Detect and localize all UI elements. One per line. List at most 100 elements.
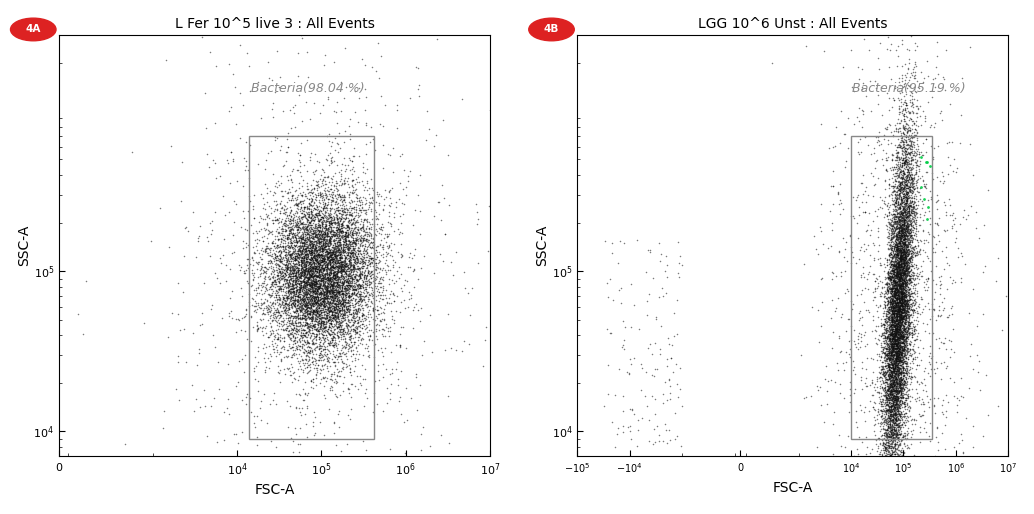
Point <box>887 341 904 349</box>
Point <box>889 420 906 428</box>
Point <box>286 311 303 320</box>
Point <box>310 272 327 280</box>
Point <box>286 314 303 322</box>
Point <box>318 260 335 268</box>
Point <box>272 242 288 250</box>
Point <box>278 299 295 307</box>
Point <box>351 304 367 312</box>
Point <box>906 415 922 424</box>
Point <box>344 211 361 219</box>
Point <box>882 366 899 374</box>
Point <box>892 217 909 226</box>
Point <box>896 211 913 219</box>
Point <box>383 307 399 315</box>
Point <box>293 271 309 279</box>
Point <box>291 266 307 274</box>
Point <box>331 287 347 295</box>
Point <box>418 136 434 144</box>
Point <box>878 306 894 315</box>
Point <box>887 357 904 365</box>
Point <box>282 254 299 262</box>
Point <box>883 325 900 333</box>
Point <box>291 252 307 261</box>
Point <box>295 310 311 319</box>
Point <box>275 301 292 309</box>
Point <box>330 193 346 201</box>
Point <box>890 287 907 295</box>
Point <box>305 305 322 314</box>
Point <box>362 252 378 260</box>
Point <box>908 168 924 176</box>
Point <box>352 323 368 331</box>
Point <box>345 255 362 264</box>
Point <box>899 188 915 196</box>
Point <box>322 319 338 327</box>
Point <box>292 288 308 296</box>
Point <box>288 338 305 346</box>
Point <box>889 247 906 255</box>
Point <box>895 115 912 123</box>
Point <box>905 107 921 116</box>
Point <box>368 324 385 333</box>
Point <box>880 459 896 467</box>
Point <box>301 205 317 213</box>
Point <box>893 330 910 338</box>
Point <box>881 347 898 356</box>
Point <box>886 411 903 419</box>
Point <box>320 306 336 315</box>
Point <box>294 277 310 285</box>
Point <box>903 276 919 284</box>
Point <box>885 372 902 380</box>
Point <box>408 406 425 414</box>
Point <box>281 317 298 325</box>
Point <box>374 352 391 360</box>
Point <box>892 244 909 252</box>
Point <box>348 178 365 186</box>
Point <box>293 272 309 280</box>
Point <box>303 201 320 210</box>
Point <box>890 240 907 248</box>
Point <box>883 322 900 330</box>
Point <box>241 298 257 306</box>
Point <box>896 199 913 207</box>
Point <box>276 320 293 328</box>
Point <box>903 145 919 153</box>
Point <box>329 218 345 226</box>
Point <box>302 284 318 292</box>
Point <box>885 380 902 389</box>
Point <box>885 270 902 279</box>
Point <box>303 251 320 259</box>
Point <box>324 287 340 296</box>
Point <box>898 271 914 279</box>
Point <box>906 207 922 215</box>
Point <box>324 158 340 166</box>
Point <box>253 283 270 291</box>
Point <box>881 309 898 317</box>
Point <box>890 290 907 299</box>
Point <box>885 301 902 309</box>
Point <box>297 332 313 340</box>
Point <box>607 391 624 399</box>
Point <box>893 305 910 313</box>
Point <box>392 342 408 350</box>
Point <box>892 300 909 308</box>
Point <box>272 302 288 310</box>
Point <box>888 254 905 262</box>
Point <box>308 195 325 204</box>
Point <box>892 303 909 311</box>
Point <box>888 265 905 273</box>
Point <box>910 241 926 249</box>
Point <box>265 309 281 318</box>
Point <box>332 299 348 307</box>
Point <box>880 424 896 432</box>
Point <box>889 52 906 60</box>
Point <box>889 164 906 172</box>
Point <box>893 460 910 468</box>
Point <box>322 314 338 322</box>
Point <box>322 268 338 276</box>
Point <box>600 361 616 369</box>
Point <box>883 321 900 329</box>
Point <box>908 155 924 163</box>
Point <box>293 247 309 255</box>
Point <box>907 248 923 256</box>
